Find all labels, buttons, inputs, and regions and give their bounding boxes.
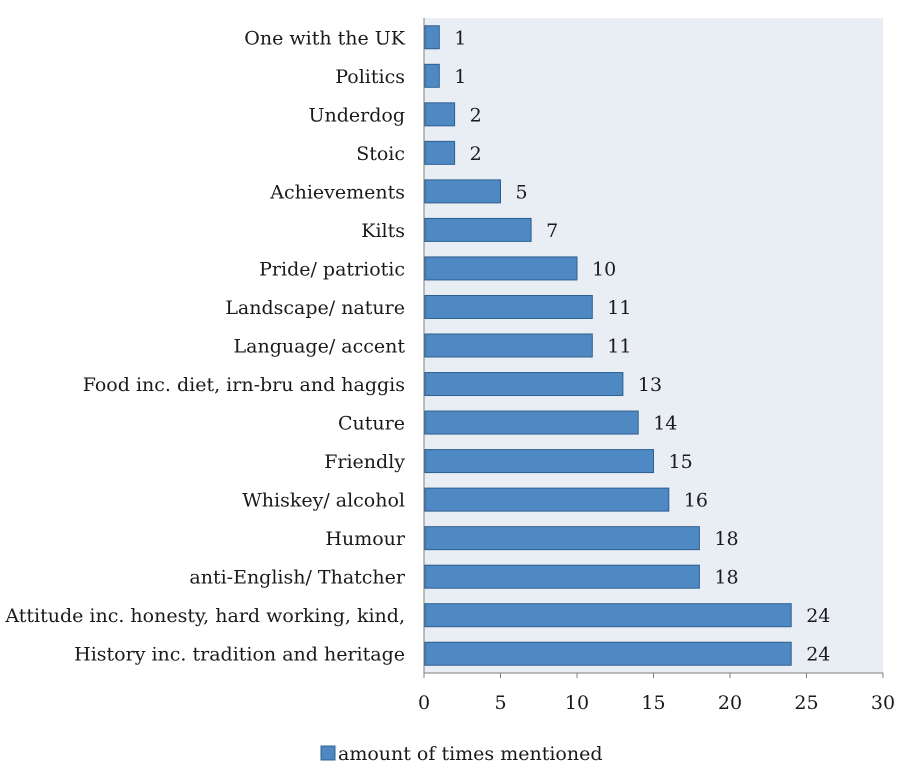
bar xyxy=(424,333,593,358)
category-label: Humour xyxy=(325,528,405,550)
bar xyxy=(424,564,700,589)
data-label: 16 xyxy=(684,490,708,512)
data-label: 18 xyxy=(714,528,738,550)
data-label: 13 xyxy=(638,374,662,396)
legend-swatch xyxy=(320,745,336,761)
category-label: Friendly xyxy=(324,451,405,473)
x-tick-label: 15 xyxy=(641,692,665,714)
bar xyxy=(424,102,456,127)
bar xyxy=(424,256,578,281)
x-axis-ticks: 0 5 10 15 20 25 30 xyxy=(418,673,895,714)
bar xyxy=(424,449,654,474)
bar xyxy=(424,140,456,165)
x-tick-label: 10 xyxy=(565,692,589,714)
bar xyxy=(424,25,440,50)
category-label: History inc. tradition and heritage xyxy=(74,644,405,666)
data-label: 5 xyxy=(516,181,528,203)
category-label: Underdog xyxy=(308,104,405,126)
x-tick-label: 5 xyxy=(494,692,506,714)
bar xyxy=(424,526,700,551)
data-label: 24 xyxy=(806,644,830,666)
data-label: 2 xyxy=(470,143,482,165)
legend: amount of times mentioned xyxy=(320,743,603,765)
bar xyxy=(424,487,670,512)
data-label: 10 xyxy=(592,258,616,280)
data-label: 11 xyxy=(607,336,631,358)
bar xyxy=(424,63,440,88)
data-label: 14 xyxy=(653,413,677,435)
category-label: Achievements xyxy=(269,181,405,203)
data-label: 2 xyxy=(470,104,482,126)
data-label: 1 xyxy=(454,66,466,88)
data-label: 11 xyxy=(607,297,631,319)
category-label: Politics xyxy=(335,66,405,88)
data-label: 7 xyxy=(546,220,558,242)
category-label: Whiskey/ alcohol xyxy=(242,490,405,512)
data-label: 18 xyxy=(714,567,738,589)
category-label: Kilts xyxy=(361,220,405,242)
x-tick-label: 30 xyxy=(871,692,895,714)
bar xyxy=(424,641,792,666)
bar xyxy=(424,372,624,397)
category-label: Landscape/ nature xyxy=(225,297,405,319)
data-label: 1 xyxy=(454,27,466,49)
category-label: Food inc. diet, irn-bru and haggis xyxy=(83,374,405,396)
category-label: Stoic xyxy=(356,143,405,165)
bar xyxy=(424,603,792,628)
bar xyxy=(424,294,593,319)
data-label: 24 xyxy=(806,605,830,627)
category-label: Attitude inc. honesty, hard working, kin… xyxy=(4,605,405,627)
x-tick-label: 0 xyxy=(418,692,430,714)
category-labels: One with the UK Politics Underdog Stoic Achi… xyxy=(4,27,406,665)
bar xyxy=(424,410,639,435)
category-label: One with the UK xyxy=(244,27,406,49)
category-label: anti-English/ Thatcher xyxy=(189,567,406,589)
category-label: Cuture xyxy=(338,413,405,435)
x-tick-label: 25 xyxy=(794,692,818,714)
category-label: Language/ accent xyxy=(234,336,406,358)
x-tick-label: 20 xyxy=(718,692,742,714)
bar xyxy=(424,179,501,204)
bars-group xyxy=(424,25,792,666)
data-label: 15 xyxy=(669,451,693,473)
category-label: Pride/ patriotic xyxy=(259,258,405,280)
legend-label: amount of times mentioned xyxy=(338,743,603,765)
bar xyxy=(424,217,532,242)
